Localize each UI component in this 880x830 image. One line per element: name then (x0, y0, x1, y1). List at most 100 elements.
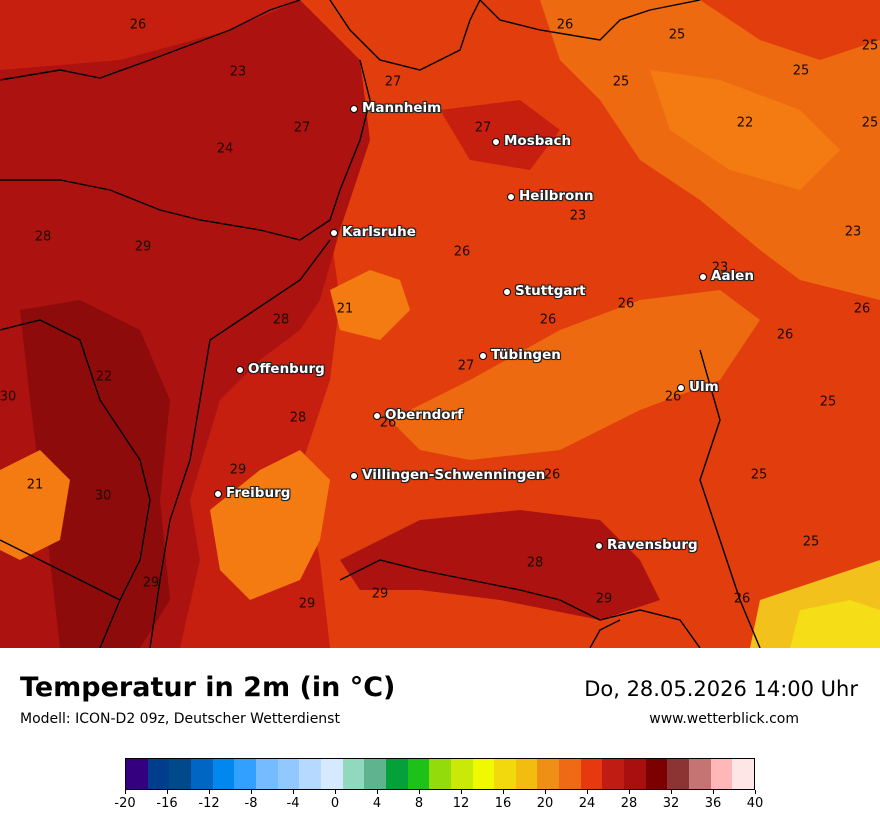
temperature-value: 21 (26, 477, 44, 493)
legend-swatch (190, 759, 213, 789)
legend-tick-mark (587, 790, 588, 794)
city-dot-icon (373, 412, 381, 420)
legend-swatch (624, 759, 646, 789)
temperature-value: 29 (298, 596, 316, 612)
temperature-value: 29 (229, 462, 247, 478)
temperature-value: 29 (371, 586, 389, 602)
legend-tick-mark (461, 790, 462, 794)
temperature-value: 26 (664, 389, 682, 405)
legend-swatch (537, 759, 560, 789)
legend-tick-mark (125, 790, 126, 794)
temperature-value: 23 (844, 224, 862, 240)
legend-tick-label: 12 (452, 796, 470, 811)
legend-tick-label: 16 (494, 796, 512, 811)
legend-tick-label: 28 (620, 796, 638, 811)
legend-swatch (515, 759, 538, 789)
city-label: Karlsruhe (342, 224, 416, 240)
temperature-value: 29 (142, 575, 160, 591)
temperature-value: 29 (134, 239, 152, 255)
temperature-value: 25 (861, 115, 879, 131)
legend-tick-label: -20 (114, 796, 136, 811)
temperature-value: 26 (453, 244, 471, 260)
temperature-value: 28 (526, 555, 544, 571)
temperature-value: 26 (129, 17, 147, 33)
legend-swatch (472, 759, 495, 789)
temperature-value: 28 (289, 410, 307, 426)
city-dot-icon (595, 542, 603, 550)
legend-tick-mark (377, 790, 378, 794)
temperature-value: 30 (94, 488, 112, 504)
temperature-value: 30 (0, 389, 17, 405)
legend-swatch (364, 759, 386, 789)
legend-tick-mark (755, 790, 756, 794)
legend-swatch (342, 759, 365, 789)
website-link[interactable]: www.wetterblick.com (649, 711, 799, 727)
legend-tick-mark (293, 790, 294, 794)
legend-swatch (147, 759, 170, 789)
city-label: Stuttgart (515, 283, 586, 299)
temperature-value: 23 (711, 260, 729, 276)
temperature-value: 29 (595, 591, 613, 607)
legend-swatch (234, 759, 256, 789)
legend-swatch (450, 759, 473, 789)
temperature-value: 25 (819, 394, 837, 410)
city-dot-icon (350, 105, 358, 113)
temperature-value: 26 (853, 301, 871, 317)
temperature-value: 27 (457, 358, 475, 374)
temperature-value: 24 (216, 141, 234, 157)
legend-swatch (645, 759, 668, 789)
legend-swatch (710, 759, 733, 789)
temperature-value: 25 (612, 74, 630, 90)
map-title: Temperatur in 2m (in °C) (20, 672, 396, 703)
temperature-value: 26 (539, 312, 557, 328)
city-dot-icon (507, 193, 515, 201)
temperature-value: 25 (861, 38, 879, 54)
temperature-value: 27 (293, 120, 311, 136)
legend-swatch (277, 759, 300, 789)
legend-tick-label: 32 (662, 796, 680, 811)
legend-swatch (667, 759, 690, 789)
legend-tick-mark (251, 790, 252, 794)
city-label: Offenburg (248, 361, 325, 377)
temperature-value: 26 (556, 17, 574, 33)
temperature-value: 27 (474, 120, 492, 136)
temperature-value: 21 (336, 301, 354, 317)
city-label: Mosbach (504, 133, 572, 149)
legend-tick-label: 20 (536, 796, 554, 811)
legend-tick-mark (545, 790, 546, 794)
legend-tick-label: 36 (704, 796, 722, 811)
city-label: Mannheim (362, 100, 442, 116)
city-dot-icon (479, 352, 487, 360)
legend-swatch (732, 759, 755, 789)
city-dot-icon (677, 384, 685, 392)
legend-swatch (559, 759, 581, 789)
temperature-value: 23 (569, 208, 587, 224)
city-label: Tübingen (491, 347, 561, 363)
legend-tick-mark (419, 790, 420, 794)
legend-swatch (255, 759, 278, 789)
temperature-value: 28 (272, 312, 290, 328)
city-dot-icon (503, 288, 511, 296)
temperature-value: 23 (229, 64, 247, 80)
temperature-value: 25 (802, 534, 820, 550)
legend-tick-mark (209, 790, 210, 794)
legend-swatch (126, 759, 148, 789)
legend-tick-mark (167, 790, 168, 794)
city-dot-icon (214, 490, 222, 498)
legend-tick-label: -4 (286, 796, 300, 811)
legend-swatch (407, 759, 430, 789)
temperature-value: 26 (617, 296, 635, 312)
legend-swatch (299, 759, 321, 789)
legend-tick-mark (335, 790, 336, 794)
model-info: Modell: ICON-D2 09z, Deutscher Wetterdie… (20, 711, 340, 727)
legend-tick-mark (503, 790, 504, 794)
temperature-value: 26 (776, 327, 794, 343)
legend-swatch (212, 759, 235, 789)
legend-tick-mark (629, 790, 630, 794)
legend-tick-label: -12 (198, 796, 220, 811)
legend-tick-mark (713, 790, 714, 794)
temperature-value: 28 (34, 229, 52, 245)
city-label: Oberndorf (385, 407, 464, 423)
legend-swatch (385, 759, 408, 789)
temperature-value: 25 (792, 63, 810, 79)
